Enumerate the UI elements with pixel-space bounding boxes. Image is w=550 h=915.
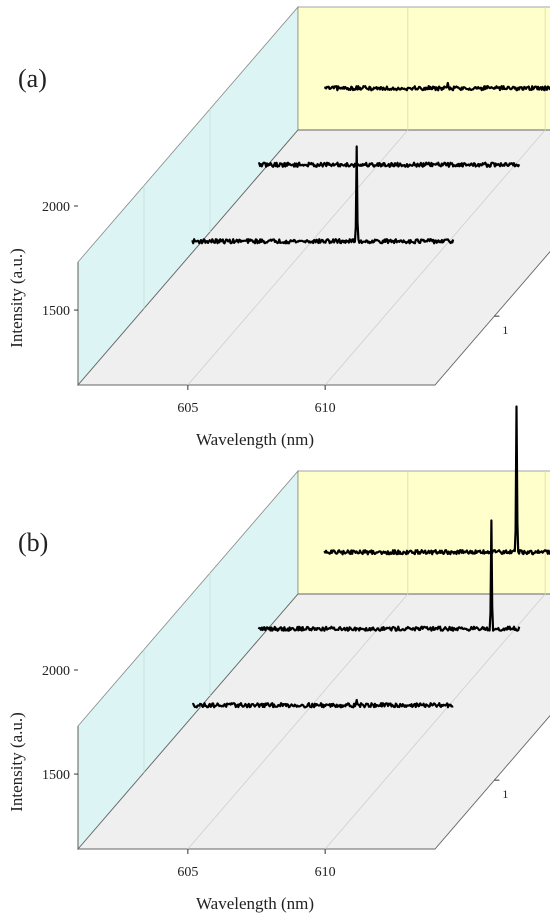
z-tick-label: 1 (502, 323, 508, 337)
x-tick-label: 610 (315, 401, 336, 416)
series-line-2 (257, 161, 521, 168)
x-tick-label: 610 (315, 865, 336, 880)
series-line-3 (323, 405, 550, 556)
chart-panel-a: 15002000605610123(a)Wavelength (nm)Inten… (7, 5, 550, 449)
x-tick-label: 605 (177, 401, 198, 416)
y-tick-label: 2000 (42, 664, 70, 679)
y-axis-label: Intensity (a.u.) (7, 712, 26, 812)
x-axis-label: Wavelength (nm) (196, 430, 314, 449)
floor-grid-line (324, 593, 546, 850)
y-axis-label: Intensity (a.u.) (7, 248, 26, 348)
back-wall (297, 470, 550, 595)
series-line-2 (257, 519, 521, 632)
x-tick-label: 605 (177, 865, 198, 880)
floor-grid-line (187, 593, 409, 850)
floor-plane (77, 593, 550, 850)
floor-grid-line (187, 129, 409, 386)
x-axis-label: Wavelength (nm) (196, 894, 314, 913)
panel-label: (b) (18, 528, 48, 557)
series-line-3 (323, 81, 550, 92)
z-tick-label: 1 (502, 787, 508, 801)
y-tick-label: 1500 (42, 768, 70, 783)
back-wall (297, 6, 550, 131)
series-line-1 (191, 145, 455, 245)
series-line-1 (192, 698, 454, 709)
floor-grid-line (324, 129, 546, 386)
chart-panel-b: 15002000605610123(b)Wavelength (nm)Inten… (7, 405, 550, 913)
floor-plane (77, 129, 550, 386)
y-tick-label: 1500 (42, 304, 70, 319)
y-tick-label: 2000 (42, 200, 70, 215)
panel-label: (a) (18, 64, 47, 93)
